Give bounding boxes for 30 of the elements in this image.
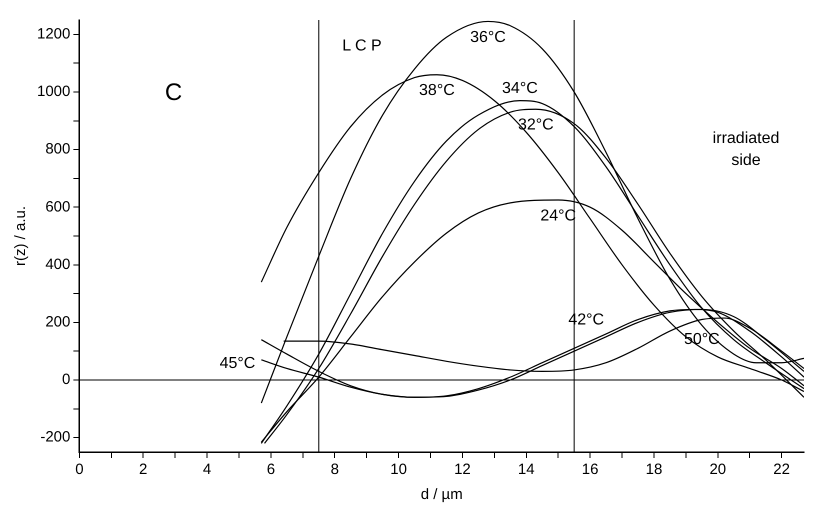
annotation: C	[164, 79, 182, 106]
x-tick-label: 4	[202, 461, 212, 478]
annotation: irradiated side	[712, 130, 780, 170]
series-label: 36°C	[470, 28, 506, 46]
x-tick-label: 14	[518, 461, 535, 478]
x-axis-title: d / µm	[420, 486, 463, 504]
y-axis-title: r(z) / a.u.	[12, 206, 30, 266]
x-tick-label: 2	[139, 461, 148, 478]
y-tick-label: 1000	[36, 83, 70, 100]
y-tick-label: 600	[45, 198, 70, 216]
x-tick-label: 22	[773, 461, 790, 478]
y-tick-label: 0	[62, 371, 70, 388]
y-tick-label: 1200	[36, 26, 70, 43]
annotation: L C P	[342, 37, 382, 54]
x-tick-label: 12	[454, 461, 471, 478]
series-label: 38°C	[419, 82, 455, 100]
x-tick-label: 18	[646, 461, 662, 478]
x-tick-label: 16	[582, 461, 598, 478]
y-tick-label: 400	[45, 256, 70, 273]
x-tick-label: 0	[75, 461, 84, 478]
y-tick-label: 800	[45, 140, 70, 158]
x-tick-label: 20	[709, 461, 726, 478]
x-tick-label: 8	[330, 461, 339, 478]
y-tick-label: 200	[45, 314, 70, 331]
x-tick-label: 10	[390, 461, 407, 478]
x-tick-label: 6	[266, 461, 276, 478]
y-tick-label: -200	[40, 428, 70, 446]
series-label: 32°C	[518, 116, 554, 134]
series-label: 34°C	[502, 80, 538, 98]
series-label: 45°C	[220, 355, 256, 372]
